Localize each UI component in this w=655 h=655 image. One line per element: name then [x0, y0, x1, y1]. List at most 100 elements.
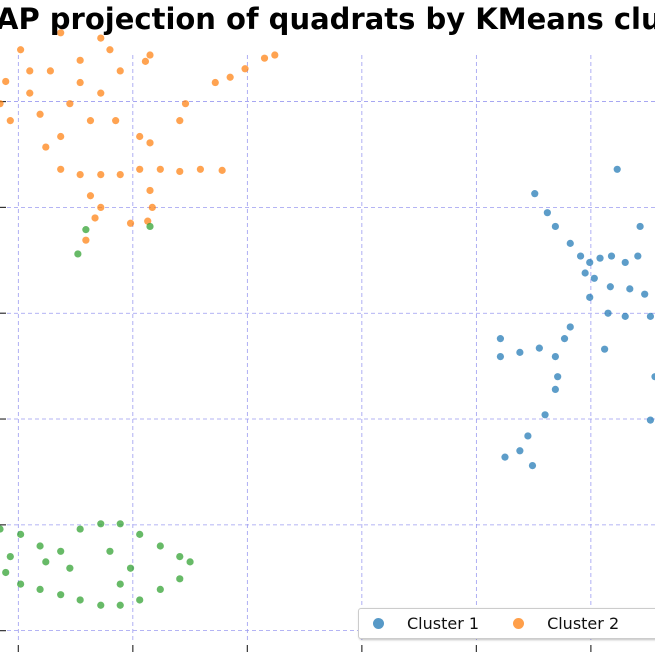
cluster-1-point — [596, 254, 604, 262]
cluster-3-point — [36, 542, 44, 550]
cluster-1-point — [590, 274, 598, 282]
cluster-3-point — [156, 542, 164, 550]
cluster-2-point — [97, 89, 105, 97]
cluster-1-point — [641, 290, 649, 298]
cluster-2-point — [76, 170, 84, 179]
cluster-3-point — [116, 580, 124, 588]
legend: Cluster 1 Cluster 2 — [358, 608, 655, 639]
cluster-1-point — [581, 269, 589, 277]
cluster-3-point — [82, 226, 90, 234]
cluster-2-point — [36, 110, 44, 118]
cluster-1-point — [531, 190, 539, 198]
cluster-2-point — [226, 73, 234, 81]
cluster-1-point — [551, 352, 559, 361]
cluster-2-point — [136, 132, 144, 141]
grid-lines — [0, 55, 655, 640]
cluster-2-point — [57, 165, 65, 173]
cluster-2-point — [148, 203, 156, 211]
cluster-3-point — [116, 520, 124, 528]
cluster-1-point — [626, 285, 634, 293]
legend-marker-cluster-2 — [513, 618, 525, 629]
cluster-1-point — [535, 344, 543, 352]
cluster-1-point — [607, 252, 616, 260]
cluster-1-point — [566, 323, 574, 331]
cluster-2-point — [156, 165, 164, 173]
cluster-3-point — [116, 601, 124, 609]
cluster-3-point — [126, 564, 135, 572]
cluster-1-point — [606, 283, 614, 291]
cluster-2-point — [2, 77, 10, 86]
cluster-1-point — [613, 165, 621, 173]
cluster-3-point — [2, 568, 10, 577]
cluster-1-point — [554, 373, 562, 381]
cluster-2-point — [241, 65, 249, 73]
cluster-1-point — [576, 252, 585, 260]
cluster-3-point — [146, 222, 154, 231]
cluster-3-point — [76, 525, 84, 533]
cluster-2-point — [146, 186, 154, 195]
axis-ticks — [0, 100, 592, 652]
cluster-2-point — [176, 117, 184, 125]
cluster-2-point — [116, 170, 124, 179]
cluster-2-point — [76, 78, 84, 87]
cluster-2-point — [271, 51, 279, 59]
cluster-3-point — [76, 596, 84, 604]
legend-item-cluster-2: Cluster 2 — [513, 614, 619, 633]
cluster-1-point — [551, 385, 559, 394]
cluster-1-point — [604, 309, 612, 317]
legend-item-cluster-1: Cluster 1 — [373, 614, 479, 633]
chart-title: AP projection of quadrats by KMeans clus — [0, 2, 655, 36]
cluster-2-point — [97, 203, 105, 211]
cluster-1-point — [516, 447, 524, 455]
cluster-1-point — [560, 335, 569, 343]
cluster-3-point — [17, 580, 25, 588]
cluster-3-point — [186, 558, 194, 566]
cluster-1-point — [646, 312, 655, 320]
cluster-1-point — [634, 252, 642, 260]
cluster-1-point — [524, 432, 532, 440]
cluster-2-point — [97, 170, 105, 179]
cluster-2-point — [26, 89, 34, 97]
cluster-1-point — [566, 239, 574, 247]
cluster-1-point — [586, 293, 594, 301]
cluster-2-point — [136, 165, 144, 173]
cluster-1-point — [651, 373, 655, 381]
cluster-1-point — [621, 312, 629, 320]
cluster-1-point — [496, 335, 505, 343]
cluster-2-point — [97, 34, 105, 42]
cluster-1-point — [543, 209, 551, 217]
cluster-1-point — [636, 222, 644, 231]
cluster-1-point — [646, 416, 655, 424]
cluster-3-point — [17, 530, 25, 538]
cluster-2-point — [86, 192, 95, 200]
cluster-2-point — [82, 236, 90, 244]
cluster-3-point — [136, 530, 144, 538]
cluster-3-point — [0, 525, 4, 533]
cluster-2-point — [91, 214, 99, 222]
cluster-1-point — [601, 345, 609, 353]
cluster-3-point — [176, 575, 184, 583]
cluster-2-point — [112, 117, 120, 125]
cluster-3-point — [97, 601, 105, 609]
cluster-3-point — [106, 547, 114, 555]
cluster-3-point — [66, 564, 74, 572]
cluster-3-point — [176, 552, 184, 561]
cluster-2-point — [6, 117, 14, 125]
cluster-2-point — [116, 67, 124, 75]
cluster-1-point — [586, 258, 594, 267]
cluster-2-point — [196, 165, 204, 173]
cluster-2-point — [218, 166, 226, 174]
cluster-2-point — [86, 117, 95, 125]
cluster-2-point — [46, 67, 54, 75]
cluster-1-point — [516, 348, 524, 356]
cluster-3-point — [136, 596, 144, 604]
cluster-3-point — [42, 558, 50, 566]
cluster-1-point — [621, 258, 629, 267]
cluster-2-point — [106, 46, 114, 54]
cluster-3-point — [36, 585, 44, 593]
legend-label-cluster-2: Cluster 2 — [547, 614, 620, 633]
cluster-3-point — [97, 520, 105, 528]
cluster-1-point — [496, 352, 505, 361]
cluster-2-point — [260, 54, 269, 62]
